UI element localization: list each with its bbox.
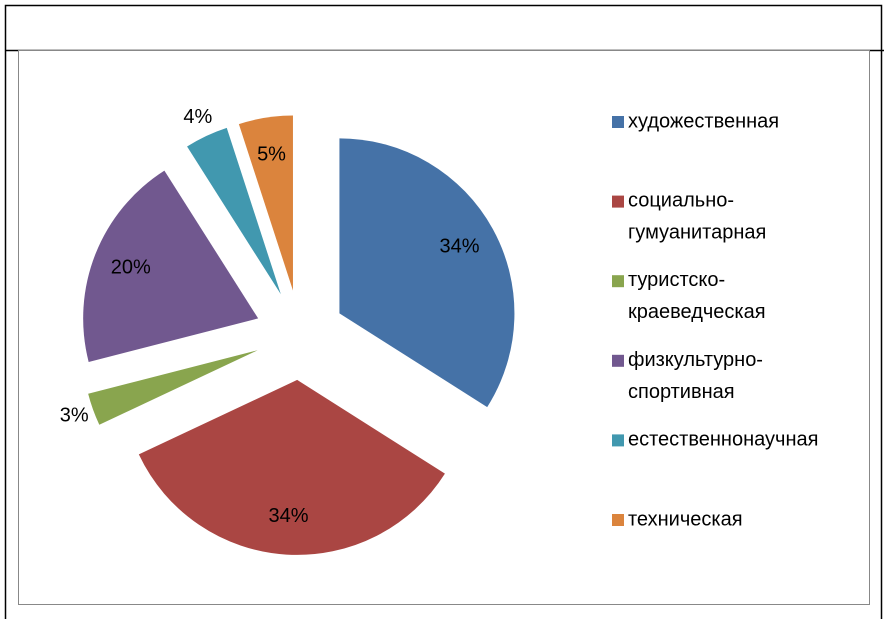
- pie-slice: [187, 127, 281, 295]
- legend-label: художественная: [628, 110, 779, 132]
- legend-label: социально-гумуанитарная: [628, 190, 766, 244]
- legend-label: туристско-краеведческая: [628, 269, 766, 323]
- data-label: 34%: [439, 236, 479, 258]
- legend-swatch: [612, 354, 624, 367]
- pie-slice: [138, 379, 445, 555]
- legend-swatch: [612, 275, 624, 288]
- pie-slice: [238, 115, 293, 291]
- data-label: 5%: [257, 144, 286, 166]
- legend-swatch: [612, 514, 624, 526]
- pie-slice: [88, 350, 258, 425]
- data-label: 3%: [60, 405, 89, 427]
- legend-label: техническая: [628, 508, 743, 530]
- legend-swatch: [612, 116, 624, 128]
- pie-slice: [83, 170, 259, 362]
- legend-label: естественнонаучная: [628, 429, 818, 451]
- legend-swatch: [612, 434, 624, 447]
- legend-swatch: [612, 195, 624, 208]
- outer-frame: [4, 4, 883, 619]
- data-label: 4%: [183, 106, 212, 128]
- legend-label: физкультурно-спортивная: [628, 349, 763, 403]
- pie-slice: [339, 138, 515, 408]
- data-label: 20%: [111, 256, 151, 278]
- data-label: 34%: [269, 505, 309, 527]
